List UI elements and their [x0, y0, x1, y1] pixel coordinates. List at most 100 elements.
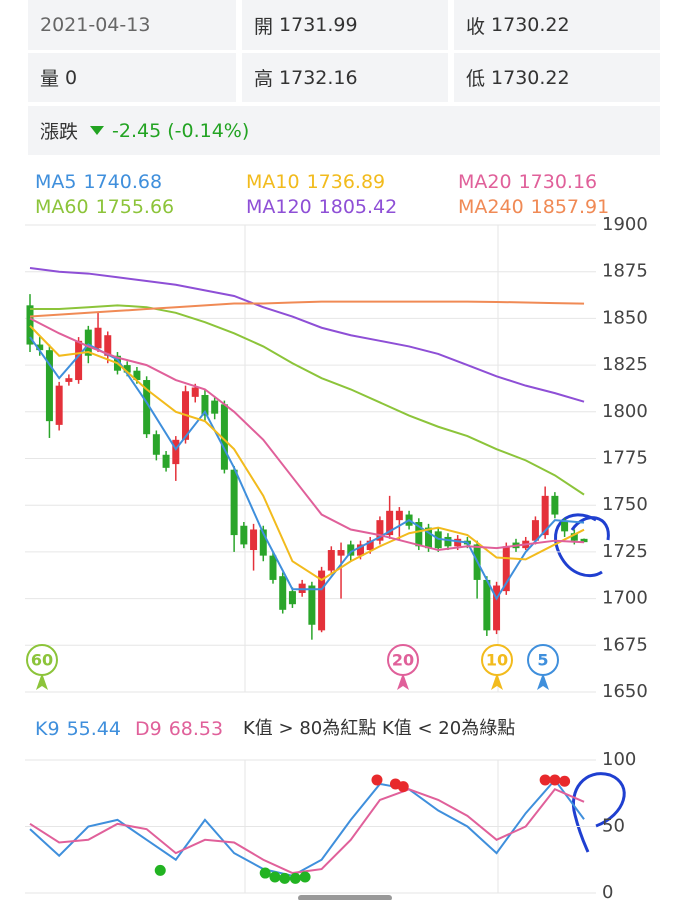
- candle-body: [425, 527, 433, 549]
- legend-name: K9: [35, 718, 60, 740]
- kd-dot: [299, 871, 311, 883]
- kd-dot: [371, 774, 383, 786]
- candle-body: [308, 585, 316, 625]
- candle-body: [104, 335, 112, 356]
- candle-body: [415, 522, 423, 547]
- value: 0: [65, 66, 78, 89]
- kd-dot: [549, 774, 561, 786]
- candle-body: [454, 538, 462, 547]
- legend-item: MA5 1740.68: [35, 171, 162, 193]
- legend-item: MA20 1730.16: [458, 171, 597, 193]
- badge-label: 20: [392, 651, 414, 670]
- legend-name: MA10: [246, 171, 300, 193]
- candle-body: [259, 529, 267, 556]
- hand-drawn-mark: [572, 772, 626, 853]
- legend-value: 1740.68: [83, 171, 162, 193]
- legend-name: D9: [135, 718, 162, 740]
- legend-item: D9 68.53: [135, 718, 223, 740]
- y-tick-label: 1775: [602, 448, 648, 469]
- candle-body: [133, 370, 141, 381]
- candle-body: [220, 404, 228, 470]
- high-cell: 高 1732.16: [242, 53, 448, 102]
- y-tick-label: 1725: [602, 541, 648, 562]
- badge-label: 60: [31, 651, 53, 670]
- candle-body: [279, 576, 287, 610]
- badge-pointer: [397, 673, 409, 690]
- line: [29, 317, 585, 552]
- badge-circle: [527, 644, 559, 676]
- candle-body: [36, 344, 44, 351]
- badge-circle: [387, 644, 419, 676]
- candle-body: [143, 380, 151, 435]
- y-tick-label: 1825: [602, 354, 648, 375]
- candle-body: [65, 378, 73, 382]
- legend-name: MA5: [35, 171, 76, 193]
- kd-dot: [559, 775, 571, 787]
- label: 高: [254, 68, 274, 90]
- candle-body: [172, 439, 180, 465]
- y-tick-label: 1875: [602, 261, 648, 282]
- legend-item: K9 55.44: [35, 718, 121, 740]
- candle-body: [162, 454, 170, 468]
- candle-body: [269, 555, 277, 580]
- line: [29, 336, 585, 601]
- label: 量: [40, 68, 60, 90]
- y-tick-label: 1650: [602, 681, 648, 702]
- line: [29, 788, 585, 875]
- candle-body: [561, 522, 569, 532]
- line: [29, 300, 585, 318]
- legend-value: 55.44: [67, 718, 121, 740]
- candle-body: [94, 327, 102, 349]
- legend-value: 1730.16: [519, 171, 598, 193]
- label: 收: [466, 15, 486, 38]
- line: [30, 304, 585, 496]
- candle-body: [55, 385, 63, 425]
- badge-pointer: [36, 673, 48, 690]
- candle-body: [327, 550, 335, 571]
- date: 2021-04-13: [40, 14, 151, 36]
- badge-pointer: [537, 673, 549, 690]
- candle-body: [211, 400, 219, 414]
- candle-body: [483, 579, 491, 631]
- kd-dot: [269, 871, 281, 883]
- open-cell: 開 1731.99: [242, 0, 448, 50]
- ma-badge: 60: [26, 644, 58, 690]
- candle-body: [75, 340, 83, 381]
- kd-note: K值 > 80為紅點 K值 < 20為綠點: [243, 718, 515, 739]
- ma-badge: 10: [481, 644, 513, 690]
- scrollbar: [298, 895, 392, 900]
- candle-body: [366, 540, 374, 551]
- legend-item: MA10 1736.89: [246, 171, 385, 193]
- legend-item: MA120 1805.42: [246, 196, 397, 218]
- candle-body: [580, 538, 588, 543]
- candle-body: [347, 544, 355, 556]
- date-cell: 2021-04-13: [28, 0, 236, 50]
- candle-body: [386, 510, 394, 536]
- y-tick-label: 1675: [602, 634, 648, 655]
- value: 1732.16: [279, 66, 358, 89]
- candle-body: [570, 533, 578, 541]
- kd-dot: [259, 867, 271, 879]
- badge-circle: [481, 644, 513, 676]
- kd-dot: [539, 774, 551, 786]
- line: [29, 778, 585, 877]
- change-cell: 漲跌 -2.45 (-0.14%): [28, 106, 660, 155]
- legend-value: 1736.89: [307, 171, 386, 193]
- kd-dot: [279, 872, 291, 884]
- line: [29, 325, 585, 582]
- badge-circle: [26, 644, 58, 676]
- badge-label: 10: [486, 651, 508, 670]
- y-tick-label: 1850: [602, 307, 648, 328]
- candle-body: [26, 305, 34, 345]
- candle-body: [191, 387, 199, 397]
- candle-body: [318, 570, 326, 631]
- y-tick-label: 100: [602, 749, 636, 770]
- y-tick-label: 1700: [602, 588, 648, 609]
- kd-dot: [289, 872, 301, 884]
- low-cell: 低 1730.22: [454, 53, 660, 102]
- candle-body: [551, 495, 559, 515]
- legend-name: MA60: [35, 196, 89, 218]
